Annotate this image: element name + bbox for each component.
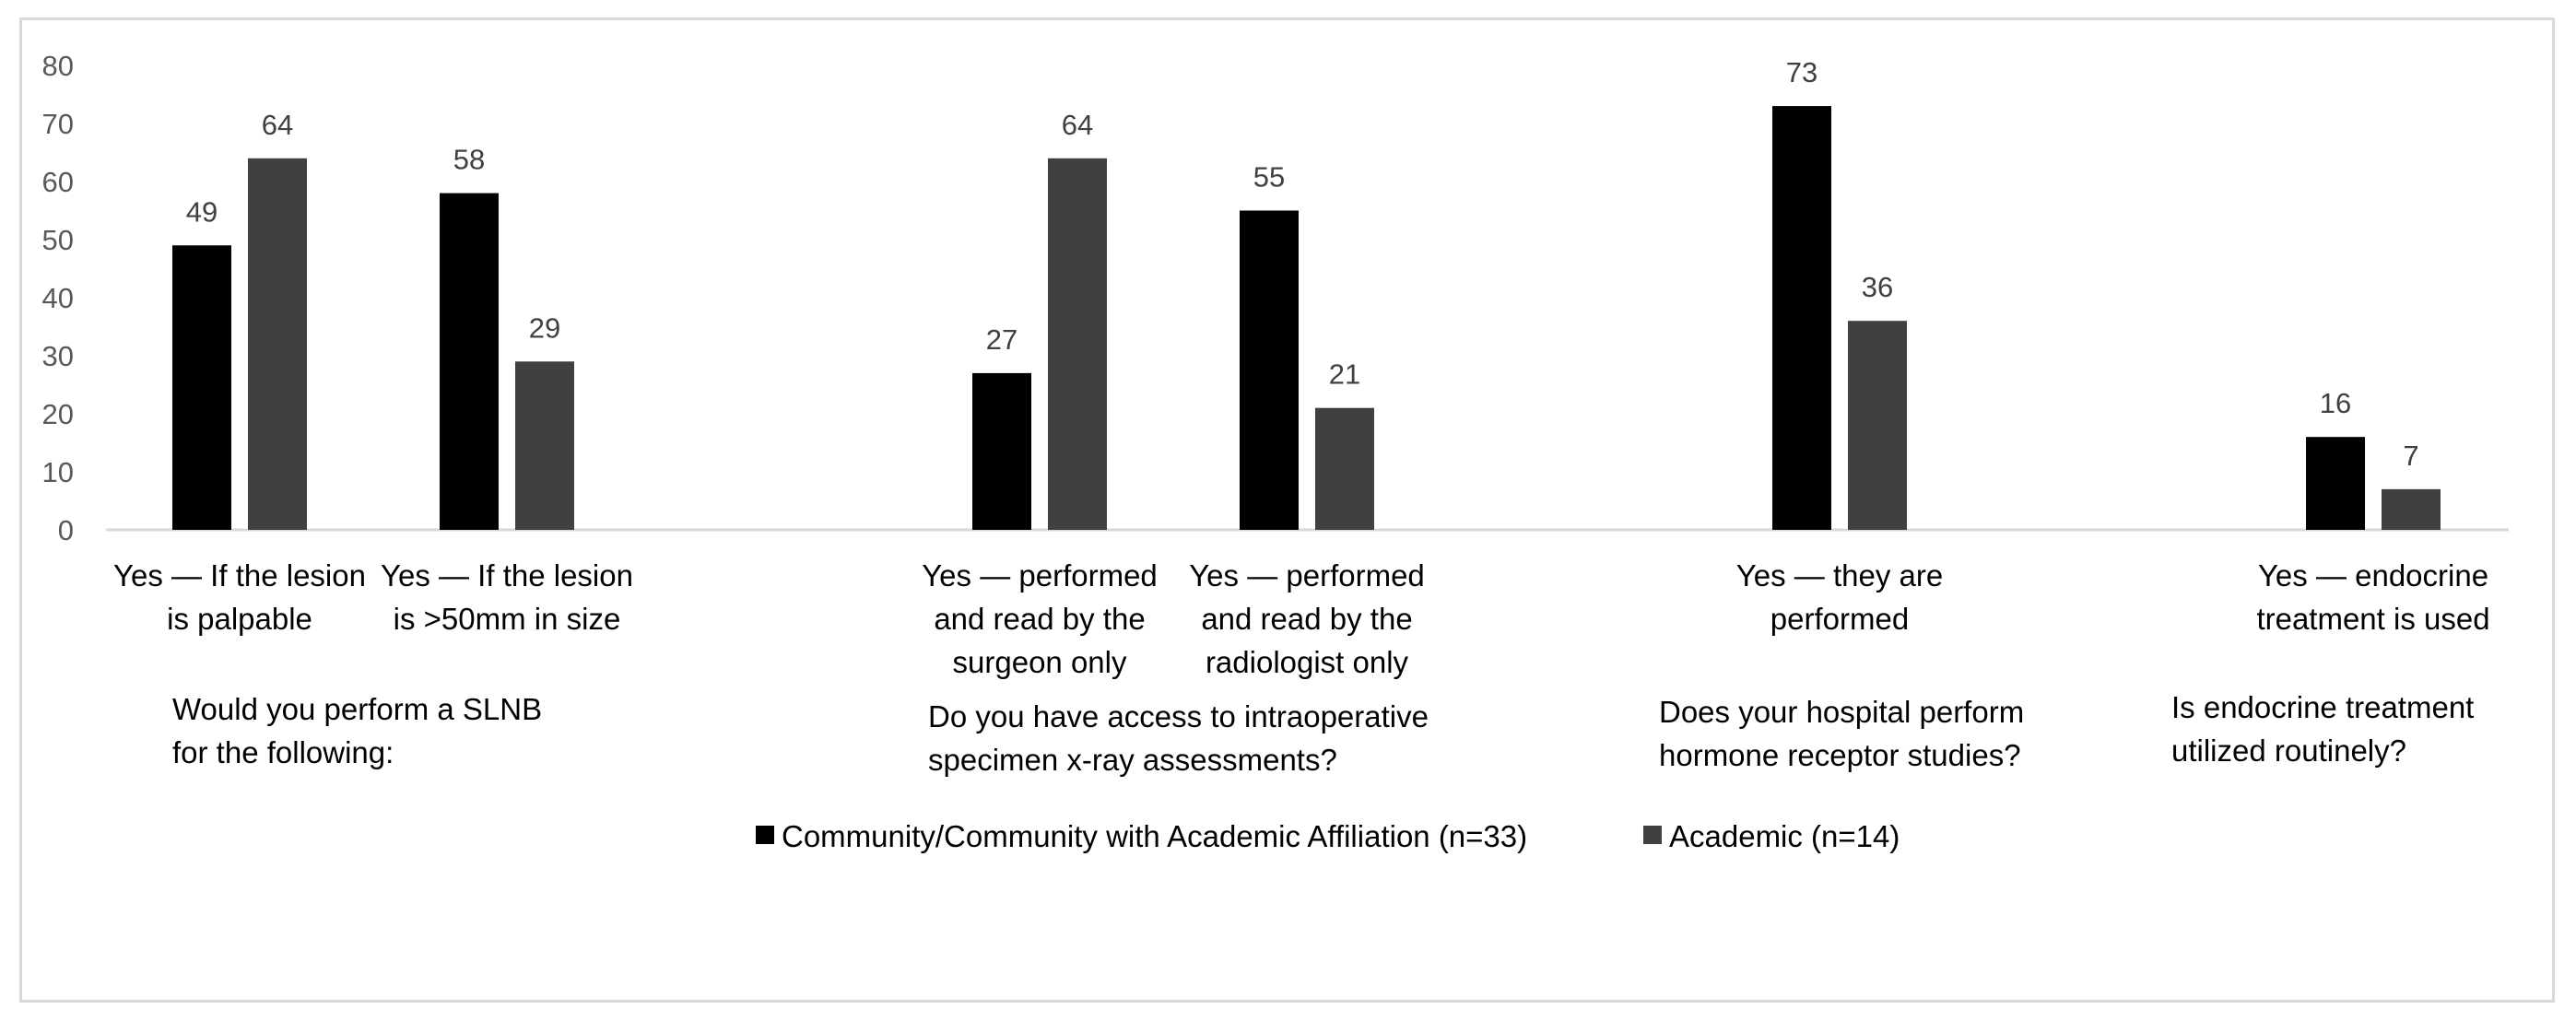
bar <box>972 372 1031 530</box>
y-tick-label: 10 <box>42 456 74 488</box>
data-label: 29 <box>529 311 560 344</box>
category-label: is palpable <box>167 602 312 636</box>
category-label: Yes — If the lesion <box>113 558 366 593</box>
category-label: Yes — If the lesion <box>381 558 633 593</box>
bar <box>248 158 307 531</box>
legend-label: Community/Community with Academic Affili… <box>782 819 1527 853</box>
data-label: 64 <box>1062 109 1093 141</box>
data-label: 64 <box>262 109 293 141</box>
bar <box>1315 407 1374 530</box>
legend-swatch <box>756 826 774 844</box>
group-label: Would you perform a SLNB <box>172 692 542 726</box>
group-label: hormone receptor studies? <box>1659 738 2021 772</box>
group-label: Do you have access to intraoperative <box>928 699 1429 733</box>
y-tick-label: 80 <box>42 50 74 82</box>
bar <box>1048 158 1107 531</box>
y-tick-label: 60 <box>42 166 74 198</box>
data-label: 16 <box>2320 387 2351 419</box>
bar <box>440 193 499 530</box>
data-label: 73 <box>1786 56 1817 88</box>
bar <box>1772 106 1831 530</box>
category-label: Yes — performed <box>922 558 1158 593</box>
data-label: 36 <box>1862 271 1893 303</box>
y-tick-label: 50 <box>42 224 74 256</box>
category-label: Yes — performed <box>1189 558 1425 593</box>
category-label: and read by the <box>934 602 1145 636</box>
group-label: utilized routinely? <box>2171 733 2406 768</box>
y-tick-label: 20 <box>42 398 74 430</box>
bar <box>1848 321 1907 530</box>
category-label: Yes — endocrine <box>2258 558 2488 593</box>
bar <box>515 361 574 530</box>
group-label: for the following: <box>172 735 394 769</box>
category-label: is >50mm in size <box>394 602 621 636</box>
legend-label: Academic (n=14) <box>1669 819 1900 853</box>
data-label: 7 <box>2403 440 2418 472</box>
category-label: surgeon only <box>953 645 1127 679</box>
bar <box>2382 488 2441 530</box>
data-label: 27 <box>986 323 1017 356</box>
category-label: Yes — they are <box>1736 558 1943 593</box>
data-label: 21 <box>1329 358 1360 391</box>
data-label: 55 <box>1253 161 1285 194</box>
bar <box>1240 210 1299 530</box>
group-label: Is endocrine treatment <box>2171 690 2474 724</box>
y-tick-label: 30 <box>42 340 74 372</box>
category-label: and read by the <box>1201 602 1412 636</box>
data-label: 58 <box>453 144 485 176</box>
category-label: performed <box>1770 602 1909 636</box>
category-label: treatment is used <box>2256 602 2489 636</box>
y-tick-label: 70 <box>42 108 74 140</box>
legend-swatch <box>1643 826 1662 844</box>
y-tick-label: 0 <box>58 514 74 546</box>
bar <box>172 245 231 530</box>
bar <box>2306 437 2365 530</box>
group-label: Does your hospital perform <box>1659 695 2024 729</box>
data-label: 49 <box>186 195 218 228</box>
y-tick-label: 40 <box>42 282 74 314</box>
group-label: specimen x-ray assessments? <box>928 743 1337 777</box>
category-label: radiologist only <box>1206 645 1409 679</box>
